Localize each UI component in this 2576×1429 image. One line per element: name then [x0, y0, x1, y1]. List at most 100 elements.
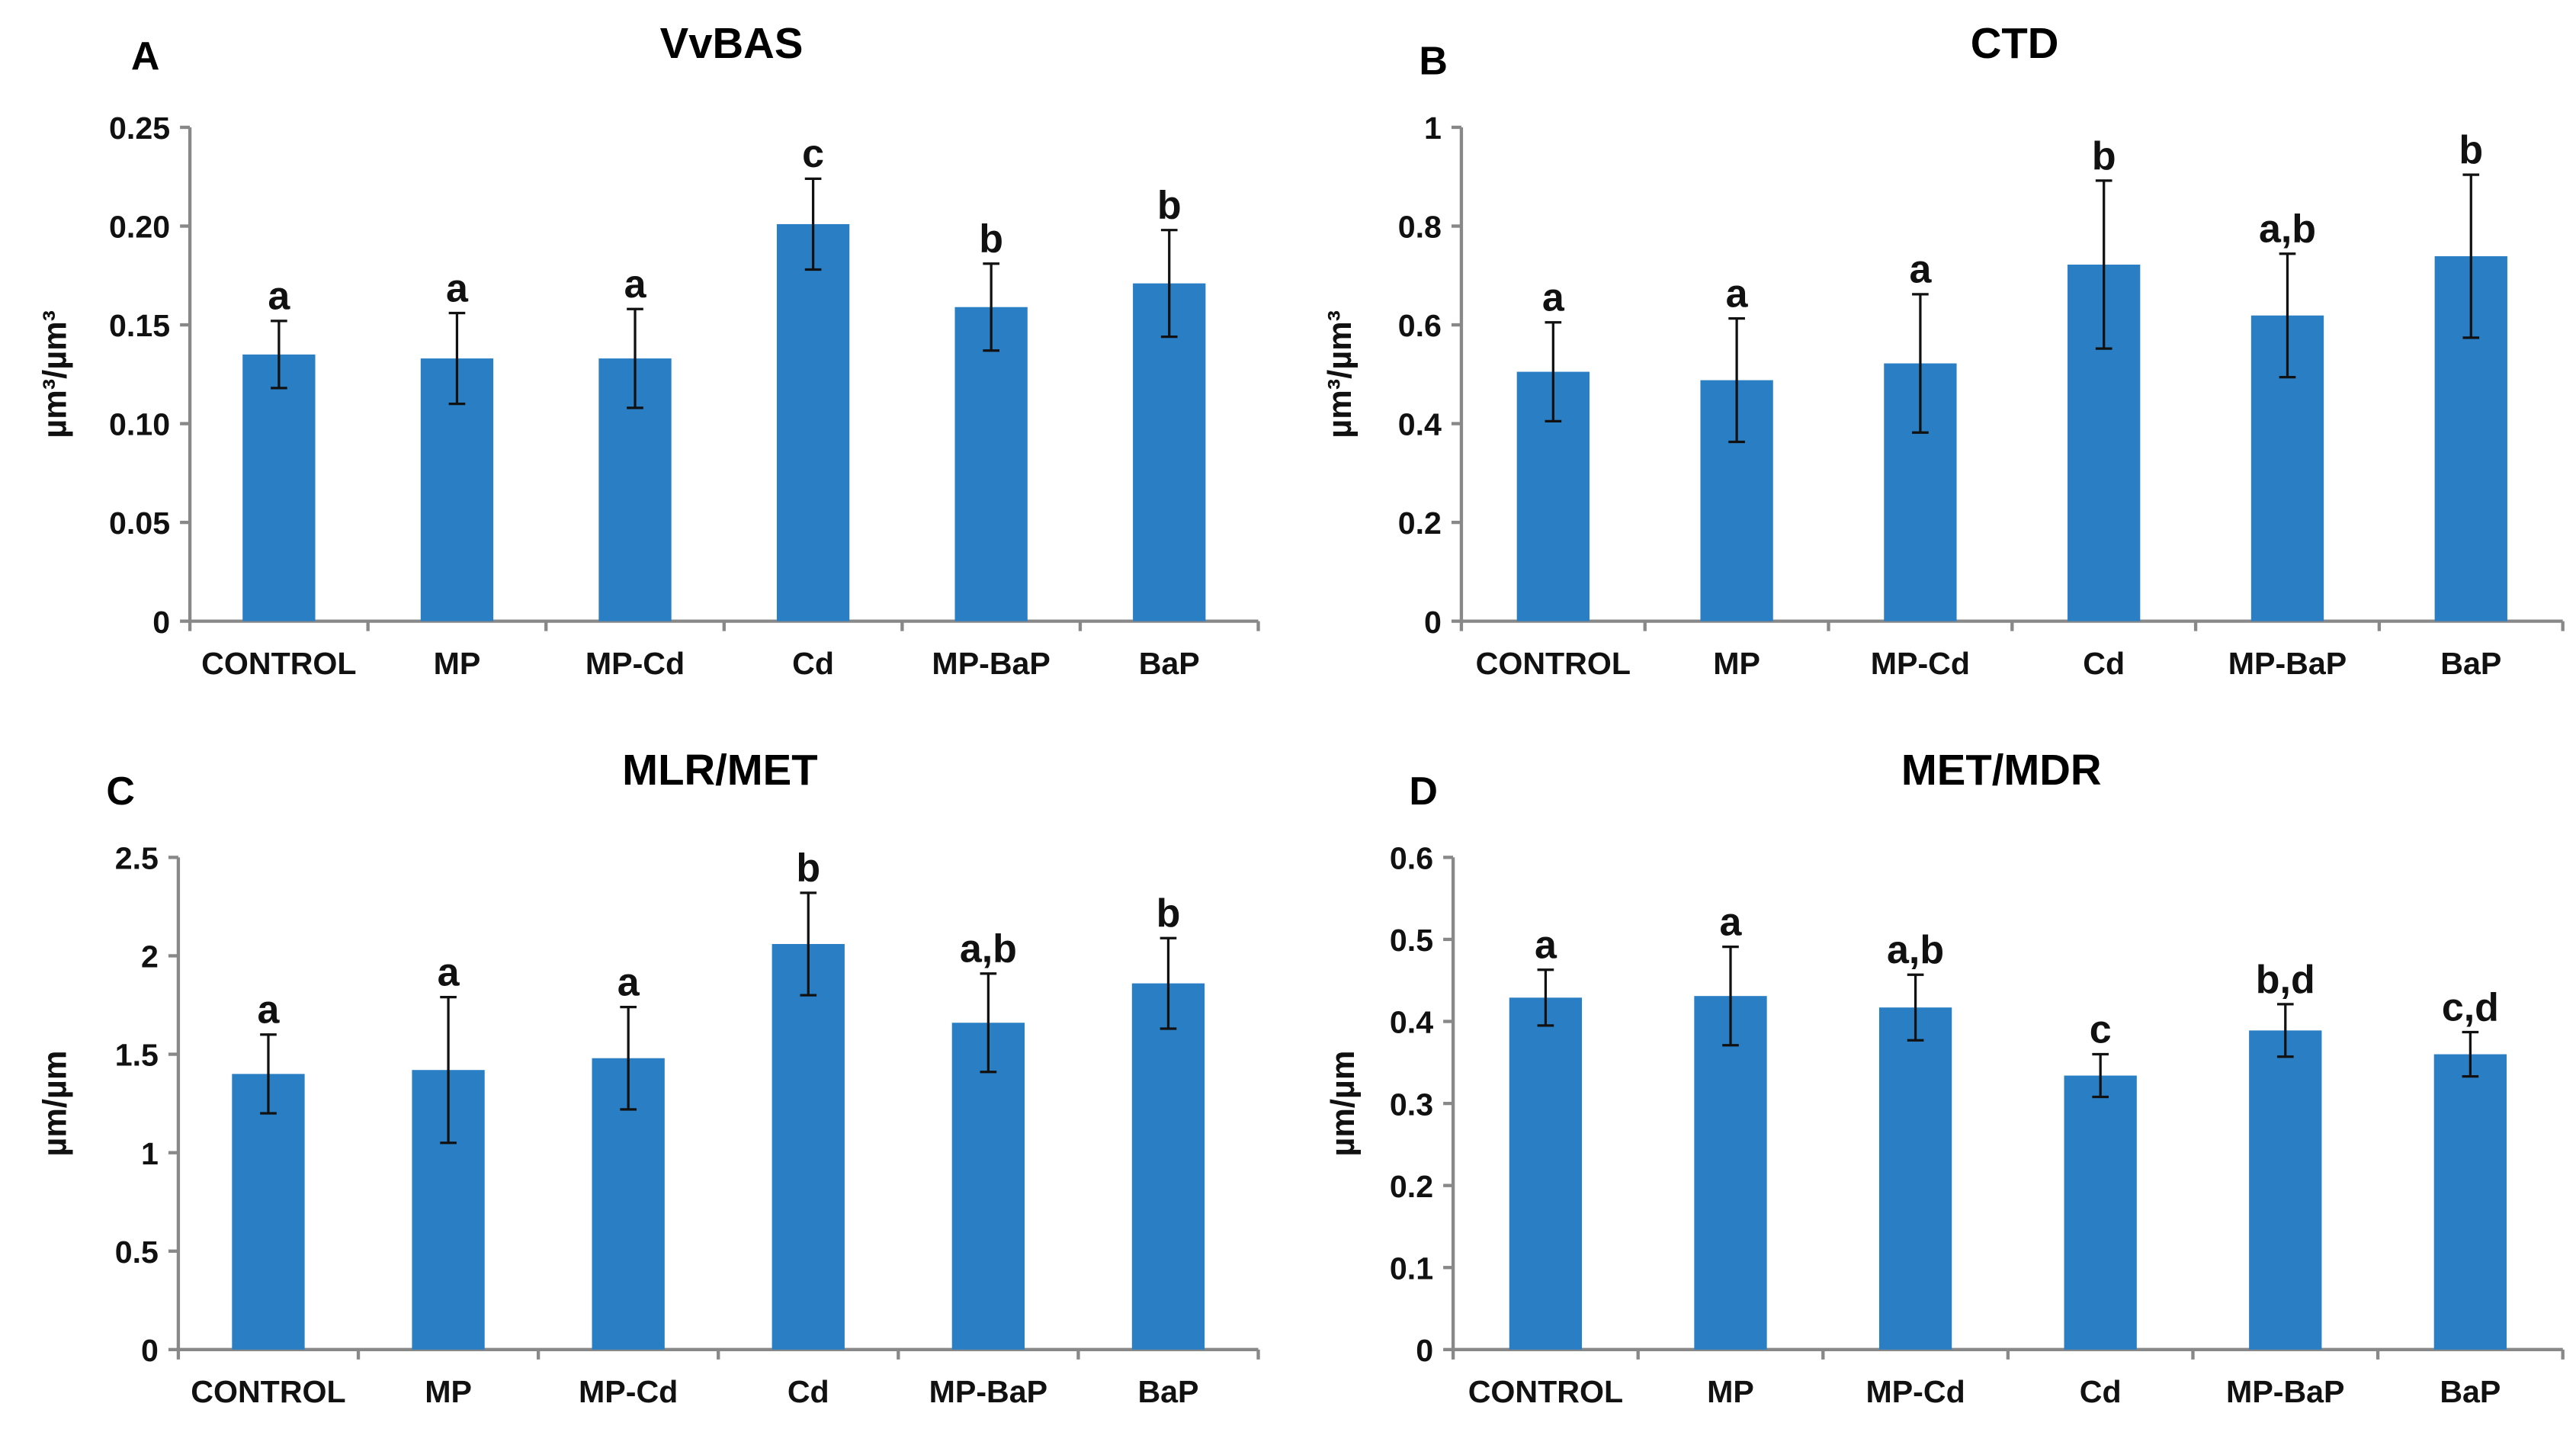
- y-tick-label: 0: [1416, 1333, 1433, 1368]
- bar: [2433, 1054, 2507, 1350]
- y-axis-label: µm/µm: [1325, 1051, 1362, 1157]
- bar: [2249, 1030, 2322, 1350]
- bar: [776, 223, 850, 621]
- y-tick-label: 0.10: [109, 407, 170, 442]
- x-tick-label: Cd: [788, 1374, 829, 1409]
- significance-label: a,b: [960, 927, 1017, 971]
- x-tick-label: MP-Cd: [1871, 646, 1970, 681]
- significance-label: b: [1156, 891, 1181, 936]
- y-tick-label: 0.20: [109, 210, 170, 245]
- bar: [1878, 1007, 1952, 1350]
- x-tick-label: BaP: [1137, 1374, 1198, 1409]
- y-tick-label: 0.25: [109, 111, 170, 146]
- bar: [1509, 997, 1583, 1350]
- x-tick-label: BaP: [2440, 1374, 2501, 1409]
- panel-letter: B: [1419, 40, 1448, 84]
- bar: [2064, 1075, 2137, 1350]
- y-axis-label: µm/µm: [37, 1051, 74, 1157]
- significance-label: b: [1157, 184, 1182, 228]
- x-tick-label: MP-Cd: [579, 1374, 678, 1409]
- y-tick-label: 0.4: [1398, 407, 1442, 442]
- significance-label: c,d: [2442, 985, 2499, 1029]
- x-tick-label: MP-BaP: [2226, 1374, 2344, 1409]
- y-tick-label: 0.4: [1390, 1005, 1433, 1040]
- x-tick-label: Cd: [2083, 646, 2125, 681]
- significance-label: a: [1535, 923, 1557, 968]
- y-tick-label: 1: [141, 1136, 159, 1171]
- panel-letter: D: [1409, 769, 1438, 814]
- significance-label: a: [1909, 248, 1932, 292]
- significance-label: a: [1720, 900, 1743, 944]
- y-tick-label: 0.6: [1390, 841, 1433, 876]
- bar: [954, 307, 1028, 621]
- bar: [1131, 983, 1205, 1350]
- y-tick-label: 0: [152, 605, 170, 640]
- y-tick-label: 0.1: [1390, 1251, 1433, 1286]
- significance-label: a: [618, 960, 640, 1004]
- x-tick-label: BaP: [1139, 646, 1200, 681]
- x-tick-label: MP: [1713, 646, 1760, 681]
- x-tick-label: CONTROL: [201, 646, 356, 681]
- x-tick-label: Cd: [2080, 1374, 2122, 1409]
- significance-label: a,b: [1887, 928, 1944, 972]
- significance-label: a: [438, 951, 460, 995]
- chart-title: VvBAS: [660, 19, 804, 67]
- x-tick-label: MP-BaP: [2228, 646, 2347, 681]
- y-tick-label: 0.8: [1398, 210, 1442, 245]
- x-tick-label: MP: [1707, 1374, 1754, 1409]
- chart-title: MET/MDR: [1901, 746, 2102, 794]
- y-tick-label: 0: [141, 1333, 159, 1368]
- y-tick-label: 2.5: [115, 841, 159, 876]
- x-tick-label: MP-BaP: [929, 1374, 1047, 1409]
- y-tick-label: 0.6: [1398, 308, 1442, 343]
- x-tick-label: MP: [434, 646, 481, 681]
- significance-label: b,d: [2256, 958, 2315, 1002]
- x-tick-label: CONTROL: [191, 1374, 345, 1409]
- significance-label: b: [2459, 128, 2483, 172]
- significance-label: a: [624, 262, 647, 307]
- significance-label: b: [979, 217, 1003, 262]
- bar: [951, 1023, 1025, 1350]
- y-tick-label: 1: [1424, 111, 1442, 146]
- bar: [1133, 283, 1206, 621]
- y-tick-label: 0.15: [109, 308, 170, 343]
- y-axis-label: µm³/µm³: [37, 310, 74, 438]
- panel-letter: C: [106, 769, 135, 814]
- y-tick-label: 0.5: [1390, 923, 1433, 958]
- y-tick-label: 0.2: [1390, 1169, 1433, 1204]
- x-tick-label: CONTROL: [1468, 1374, 1623, 1409]
- x-tick-label: CONTROL: [1476, 646, 1631, 681]
- significance-label: a: [446, 266, 469, 310]
- y-tick-label: 0.05: [109, 506, 170, 541]
- y-axis-label: µm³/µm³: [1322, 310, 1359, 438]
- significance-label: a,b: [2259, 207, 2316, 252]
- significance-label: a: [258, 988, 281, 1032]
- y-tick-label: 1.5: [115, 1038, 159, 1073]
- bar: [772, 943, 845, 1350]
- x-tick-label: BaP: [2440, 646, 2501, 681]
- significance-label: c: [2090, 1007, 2112, 1052]
- significance-label: c: [802, 132, 824, 176]
- x-tick-label: Cd: [792, 646, 834, 681]
- x-tick-label: MP: [425, 1374, 472, 1409]
- bar: [242, 354, 316, 621]
- y-tick-label: 0.3: [1390, 1087, 1433, 1122]
- x-tick-label: MP-BaP: [932, 646, 1050, 681]
- significance-label: a: [1726, 271, 1749, 316]
- x-tick-label: MP-Cd: [1865, 1374, 1965, 1409]
- significance-label: b: [796, 846, 820, 891]
- y-tick-label: 2: [141, 939, 159, 975]
- panel-letter: A: [131, 34, 160, 79]
- bar: [1694, 996, 1767, 1350]
- significance-label: a: [1542, 276, 1565, 320]
- y-tick-label: 0: [1424, 605, 1442, 640]
- y-tick-label: 0.2: [1398, 506, 1442, 541]
- significance-label: a: [268, 275, 290, 319]
- bar: [232, 1074, 305, 1350]
- chart-title: CTD: [1971, 19, 2059, 67]
- significance-label: b: [2092, 134, 2116, 178]
- chart-title: MLR/MET: [622, 746, 817, 794]
- y-tick-label: 0.5: [115, 1235, 159, 1270]
- x-tick-label: MP-Cd: [585, 646, 685, 681]
